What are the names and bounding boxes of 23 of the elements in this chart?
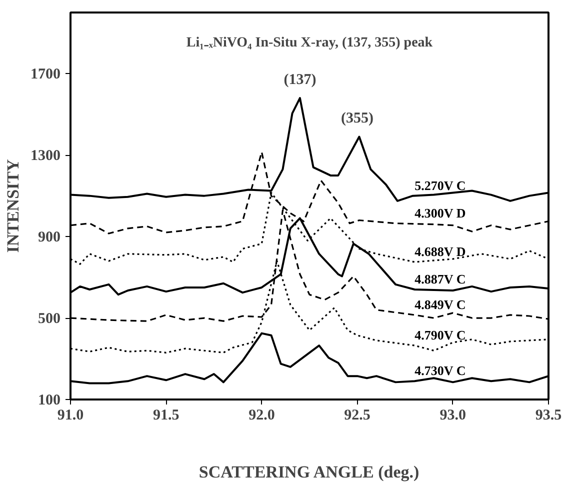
annotation: (137)	[284, 72, 316, 88]
y-axis-title: INTENSITY	[4, 159, 22, 253]
x-axis-title: SCATTERING ANGLE (deg.)	[198, 462, 420, 482]
y-tick-label: 1300	[30, 148, 60, 164]
series-label: 4.730V C	[414, 363, 466, 378]
series-label: 5.270V C	[414, 178, 466, 193]
y-tick-label: 900	[38, 230, 60, 246]
annotation: (355)	[341, 110, 374, 127]
series-label: 4.849V C	[414, 296, 466, 312]
x-tick-label: 91.5	[152, 408, 180, 424]
x-tick-label: 91.0	[57, 408, 84, 424]
x-tick-label: 92.0	[248, 408, 275, 424]
y-tick-label: 500	[38, 311, 60, 328]
text: Li₁₋ₓNiVO₄ In-Situ X-ray, (137, 355) peak	[186, 36, 433, 50]
series-label: 4.887V C	[414, 272, 466, 287]
series-label: 4.790V C	[414, 328, 466, 343]
x-tick-label: 93.5	[535, 408, 562, 424]
y-tick-label: 1700	[30, 66, 60, 83]
x-tick-label: 93.0	[440, 408, 466, 424]
series-label: 4.300V D	[414, 205, 466, 220]
y-tick-label: 100	[38, 392, 60, 408]
x-tick-label: 92.5	[344, 408, 370, 424]
series-label: 4.688V D	[414, 244, 466, 260]
